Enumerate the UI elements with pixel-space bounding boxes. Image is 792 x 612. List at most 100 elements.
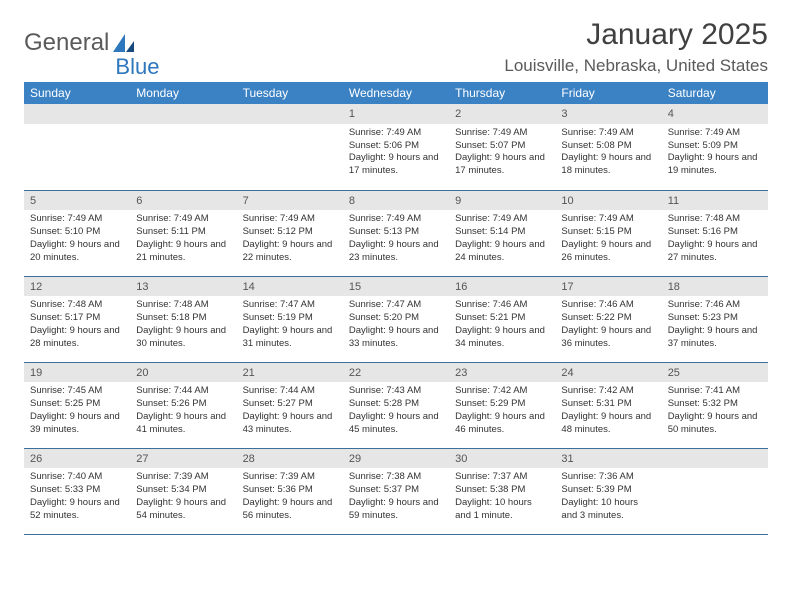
sunset-line: Sunset: 5:16 PM <box>668 226 762 239</box>
weekday-header: Friday <box>555 82 661 104</box>
day-number <box>130 104 236 124</box>
sunset-line: Sunset: 5:19 PM <box>243 312 337 325</box>
daylight-line: Daylight: 9 hours and 26 minutes. <box>561 239 655 265</box>
header: General Blue January 2025 Louisville, Ne… <box>24 18 768 76</box>
daylight-line: Daylight: 9 hours and 20 minutes. <box>30 239 124 265</box>
sunrise-line: Sunrise: 7:49 AM <box>243 213 337 226</box>
calendar-cell: 29Sunrise: 7:38 AMSunset: 5:37 PMDayligh… <box>343 448 449 534</box>
calendar-cell: 13Sunrise: 7:48 AMSunset: 5:18 PMDayligh… <box>130 276 236 362</box>
day-body: Sunrise: 7:43 AMSunset: 5:28 PMDaylight:… <box>343 382 449 440</box>
day-body: Sunrise: 7:45 AMSunset: 5:25 PMDaylight:… <box>24 382 130 440</box>
sunrise-line: Sunrise: 7:49 AM <box>30 213 124 226</box>
daylight-line: Daylight: 9 hours and 39 minutes. <box>30 411 124 437</box>
sunrise-line: Sunrise: 7:48 AM <box>136 299 230 312</box>
sunset-line: Sunset: 5:11 PM <box>136 226 230 239</box>
day-body: Sunrise: 7:46 AMSunset: 5:23 PMDaylight:… <box>662 296 768 354</box>
day-number: 21 <box>237 363 343 383</box>
day-body: Sunrise: 7:48 AMSunset: 5:17 PMDaylight:… <box>24 296 130 354</box>
sunset-line: Sunset: 5:27 PM <box>243 398 337 411</box>
day-body: Sunrise: 7:36 AMSunset: 5:39 PMDaylight:… <box>555 468 661 526</box>
daylight-line: Daylight: 9 hours and 43 minutes. <box>243 411 337 437</box>
calendar-cell: 20Sunrise: 7:44 AMSunset: 5:26 PMDayligh… <box>130 362 236 448</box>
day-number: 27 <box>130 449 236 469</box>
sunset-line: Sunset: 5:22 PM <box>561 312 655 325</box>
sunset-line: Sunset: 5:12 PM <box>243 226 337 239</box>
sunset-line: Sunset: 5:18 PM <box>136 312 230 325</box>
day-number: 30 <box>449 449 555 469</box>
calendar-cell: 11Sunrise: 7:48 AMSunset: 5:16 PMDayligh… <box>662 190 768 276</box>
calendar-week: 12Sunrise: 7:48 AMSunset: 5:17 PMDayligh… <box>24 276 768 362</box>
sunset-line: Sunset: 5:23 PM <box>668 312 762 325</box>
sunrise-line: Sunrise: 7:39 AM <box>136 471 230 484</box>
day-number: 16 <box>449 277 555 297</box>
day-number: 31 <box>555 449 661 469</box>
day-body: Sunrise: 7:46 AMSunset: 5:21 PMDaylight:… <box>449 296 555 354</box>
sunrise-line: Sunrise: 7:46 AM <box>455 299 549 312</box>
sunrise-line: Sunrise: 7:40 AM <box>30 471 124 484</box>
sunrise-line: Sunrise: 7:42 AM <box>455 385 549 398</box>
sunset-line: Sunset: 5:13 PM <box>349 226 443 239</box>
day-body: Sunrise: 7:47 AMSunset: 5:19 PMDaylight:… <box>237 296 343 354</box>
day-number: 3 <box>555 104 661 124</box>
sunrise-line: Sunrise: 7:43 AM <box>349 385 443 398</box>
day-body: Sunrise: 7:44 AMSunset: 5:26 PMDaylight:… <box>130 382 236 440</box>
daylight-line: Daylight: 9 hours and 27 minutes. <box>668 239 762 265</box>
day-number: 12 <box>24 277 130 297</box>
daylight-line: Daylight: 9 hours and 54 minutes. <box>136 497 230 523</box>
sunrise-line: Sunrise: 7:38 AM <box>349 471 443 484</box>
sunrise-line: Sunrise: 7:44 AM <box>243 385 337 398</box>
sunset-line: Sunset: 5:15 PM <box>561 226 655 239</box>
day-number: 28 <box>237 449 343 469</box>
weekday-header: Monday <box>130 82 236 104</box>
sunrise-line: Sunrise: 7:49 AM <box>349 213 443 226</box>
daylight-line: Daylight: 10 hours and 1 minute. <box>455 497 549 523</box>
sunset-line: Sunset: 5:34 PM <box>136 484 230 497</box>
calendar-cell: 21 Sunrise: 7:44 AMSunset: 5:27 PMDayligh… <box>237 362 343 448</box>
weekday-header: Tuesday <box>237 82 343 104</box>
calendar-table: SundayMondayTuesdayWednesdayThursdayFrid… <box>24 82 768 535</box>
calendar-cell: 16Sunrise: 7:46 AMSunset: 5:21 PMDayligh… <box>449 276 555 362</box>
daylight-line: Daylight: 9 hours and 18 minutes. <box>561 152 655 178</box>
daylight-line: Daylight: 9 hours and 33 minutes. <box>349 325 443 351</box>
sunset-line: Sunset: 5:07 PM <box>455 140 549 153</box>
calendar-cell: 23Sunrise: 7:42 AMSunset: 5:29 PMDayligh… <box>449 362 555 448</box>
sunrise-line: Sunrise: 7:47 AM <box>349 299 443 312</box>
day-number <box>237 104 343 124</box>
daylight-line: Daylight: 9 hours and 17 minutes. <box>455 152 549 178</box>
sunset-line: Sunset: 5:09 PM <box>668 140 762 153</box>
daylight-line: Daylight: 9 hours and 56 minutes. <box>243 497 337 523</box>
brand-word-general: General <box>24 29 109 57</box>
day-body: Sunrise: 7:49 AMSunset: 5:13 PMDaylight:… <box>343 210 449 268</box>
day-number: 19 <box>24 363 130 383</box>
day-body: Sunrise: 7:47 AMSunset: 5:20 PMDaylight:… <box>343 296 449 354</box>
daylight-line: Daylight: 9 hours and 45 minutes. <box>349 411 443 437</box>
day-number: 18 <box>662 277 768 297</box>
day-body: Sunrise: 7:39 AMSunset: 5:34 PMDaylight:… <box>130 468 236 526</box>
sunset-line: Sunset: 5:26 PM <box>136 398 230 411</box>
day-number: 24 <box>555 363 661 383</box>
sunset-line: Sunset: 5:17 PM <box>30 312 124 325</box>
brand-logo: General Blue <box>24 18 157 68</box>
daylight-line: Daylight: 9 hours and 52 minutes. <box>30 497 124 523</box>
sunrise-line: Sunrise: 7:46 AM <box>561 299 655 312</box>
calendar-week: 1Sunrise: 7:49 AMSunset: 5:06 PMDaylight… <box>24 104 768 190</box>
daylight-line: Daylight: 9 hours and 36 minutes. <box>561 325 655 351</box>
daylight-line: Daylight: 9 hours and 50 minutes. <box>668 411 762 437</box>
day-body: Sunrise: 7:49 AMSunset: 5:14 PMDaylight:… <box>449 210 555 268</box>
calendar-week: 5Sunrise: 7:49 AMSunset: 5:10 PMDaylight… <box>24 190 768 276</box>
daylight-line: Daylight: 9 hours and 17 minutes. <box>349 152 443 178</box>
sunset-line: Sunset: 5:38 PM <box>455 484 549 497</box>
day-number: 17 <box>555 277 661 297</box>
day-body: Sunrise: 7:42 AMSunset: 5:29 PMDaylight:… <box>449 382 555 440</box>
calendar-cell: 24Sunrise: 7:42 AMSunset: 5:31 PMDayligh… <box>555 362 661 448</box>
daylight-line: Daylight: 9 hours and 30 minutes. <box>136 325 230 351</box>
sunrise-line: Sunrise: 7:49 AM <box>455 213 549 226</box>
daylight-line: Daylight: 9 hours and 41 minutes. <box>136 411 230 437</box>
sunrise-line: Sunrise: 7:44 AM <box>136 385 230 398</box>
sail-icon <box>111 32 137 54</box>
sunset-line: Sunset: 5:32 PM <box>668 398 762 411</box>
daylight-line: Daylight: 9 hours and 24 minutes. <box>455 239 549 265</box>
day-number: 11 <box>662 191 768 211</box>
calendar-cell: 15Sunrise: 7:47 AMSunset: 5:20 PMDayligh… <box>343 276 449 362</box>
daylight-line: Daylight: 9 hours and 23 minutes. <box>349 239 443 265</box>
